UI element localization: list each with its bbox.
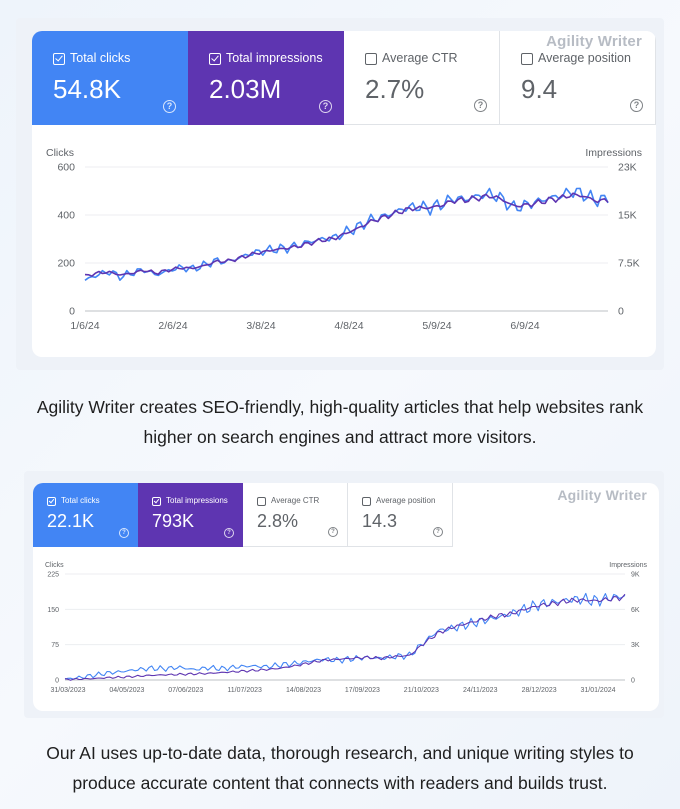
right-tick-label: 6K	[631, 607, 640, 614]
x-tick-label: 07/06/2023	[168, 687, 203, 694]
tile-label: Total clicks	[61, 496, 100, 505]
right-tick-label: 23K	[618, 162, 637, 174]
caption-1: Agility Writer creates SEO-friendly, hig…	[36, 397, 644, 447]
x-tick-label: 11/07/2023	[227, 687, 262, 694]
tile-total-impressions[interactable]: Total impressions 793K?	[138, 483, 243, 547]
right-tick-label: 0	[631, 677, 635, 684]
x-tick-label: 21/10/2023	[404, 687, 439, 694]
checkbox-icon[interactable]	[362, 497, 371, 506]
left-tick-label: 75	[51, 642, 59, 649]
x-tick-label: 04/05/2023	[109, 687, 144, 694]
checkbox-checked-icon[interactable]	[209, 53, 221, 65]
help-icon[interactable]: ?	[474, 99, 487, 112]
x-tick-label: 31/01/2024	[580, 687, 615, 694]
right-tick-label: 7.5K	[618, 258, 640, 270]
caption-2: Our AI uses up-to-date data, thorough re…	[46, 743, 634, 793]
series-line-clicks	[84, 187, 609, 281]
checkbox-icon[interactable]	[521, 53, 533, 65]
tile-label: Average position	[376, 496, 436, 505]
help-icon[interactable]: ?	[630, 99, 643, 112]
tile-total-impressions[interactable]: Total impressions 2.03M?	[188, 31, 344, 125]
tile-value: 2.03M	[209, 74, 282, 104]
help-icon[interactable]: ?	[319, 100, 332, 113]
x-tick-label: 24/11/2023	[463, 687, 498, 694]
tile-value: 14.3	[362, 511, 398, 531]
tile-value: 793K	[152, 511, 195, 531]
help-icon[interactable]: ?	[224, 528, 234, 538]
x-tick-label: 3/8/24	[246, 320, 275, 332]
left-tick-label: 150	[47, 607, 59, 614]
right-tick-label: 9K	[631, 571, 640, 578]
metric-tiles: Total clicks 22.1K? Total impressions 793K?…	[33, 483, 453, 547]
x-tick-label: 2/6/24	[158, 320, 187, 332]
tile-average-ctr[interactable]: Average CTR 2.7%?	[344, 31, 500, 125]
tile-average-position[interactable]: Average position 9.4?	[500, 31, 656, 125]
x-tick-label: 31/03/2023	[50, 687, 85, 694]
metric-tiles: Total clicks 54.8K? Total impressions 2.03M…	[32, 31, 656, 125]
tile-value: 2.8%	[257, 511, 299, 531]
tile-total-clicks[interactable]: Total clicks 54.8K?	[32, 31, 188, 125]
tile-average-position[interactable]: Average position 14.3?	[348, 483, 453, 547]
tile-label: Total impressions	[226, 51, 323, 65]
checkbox-icon[interactable]	[365, 53, 377, 65]
tile-label: Average position	[538, 51, 631, 65]
checkbox-icon[interactable]	[257, 497, 266, 506]
help-icon[interactable]: ?	[433, 527, 443, 537]
tile-value: 22.1K	[47, 511, 95, 531]
help-icon[interactable]: ?	[328, 527, 338, 537]
left-axis-label: Clicks	[45, 562, 64, 569]
series-line-clicks	[64, 592, 626, 680]
right-tick-label: 3K	[631, 642, 640, 649]
performance-chart: Clicks Impressions 600 23K 400 15K 200 7.5K 0 0 1/…	[46, 147, 642, 332]
checkbox-checked-icon[interactable]	[152, 497, 161, 506]
performance-chart: Clicks Impressions 225 9K 150 6K 75 3K 0 0 31/03/2…	[45, 562, 648, 694]
tile-total-clicks[interactable]: Total clicks 22.1K?	[33, 483, 138, 547]
series-line-impressions	[64, 593, 626, 681]
x-tick-label: 17/09/2023	[345, 687, 380, 694]
left-tick-label: 600	[57, 162, 75, 174]
tile-label: Total impressions	[166, 496, 228, 505]
checkbox-checked-icon[interactable]	[53, 53, 65, 65]
left-tick-label: 0	[69, 306, 75, 318]
x-tick-label: 4/8/24	[334, 320, 363, 332]
left-tick-label: 400	[57, 210, 75, 222]
agility-writer-logo: Agility Writer	[546, 33, 642, 50]
x-tick-label: 28/12/2023	[522, 687, 557, 694]
left-axis-label: Clicks	[46, 147, 74, 159]
tile-label: Average CTR	[382, 51, 458, 65]
tile-value: 2.7%	[365, 74, 425, 104]
report-2-card: Total clicks 22.1K? Total impressions 793K?…	[33, 483, 659, 711]
left-tick-label: 0	[55, 677, 59, 684]
report-1-card: Total clicks 54.8K? Total impressions 2.03M…	[32, 31, 656, 357]
right-tick-label: 0	[618, 306, 624, 318]
tile-value: 9.4	[521, 74, 558, 104]
checkbox-checked-icon[interactable]	[47, 497, 56, 506]
x-tick-label: 14/08/2023	[286, 687, 321, 694]
x-tick-label: 1/6/24	[70, 320, 99, 332]
right-axis-label: Impressions	[585, 147, 642, 159]
series-line-impressions	[84, 192, 609, 277]
tile-label: Total clicks	[70, 51, 131, 65]
right-axis-label: Impressions	[609, 562, 647, 569]
x-tick-label: 6/9/24	[510, 320, 539, 332]
left-tick-label: 225	[47, 571, 59, 578]
left-tick-label: 200	[57, 258, 75, 270]
help-icon[interactable]: ?	[119, 528, 129, 538]
help-icon[interactable]: ?	[163, 100, 176, 113]
tile-value: 54.8K	[53, 74, 121, 104]
tile-average-ctr[interactable]: Average CTR 2.8%?	[243, 483, 348, 547]
agility-writer-logo: Agility Writer	[557, 487, 647, 503]
x-tick-label: 5/9/24	[422, 320, 451, 332]
right-tick-label: 15K	[618, 210, 637, 222]
tile-label: Average CTR	[271, 496, 320, 505]
